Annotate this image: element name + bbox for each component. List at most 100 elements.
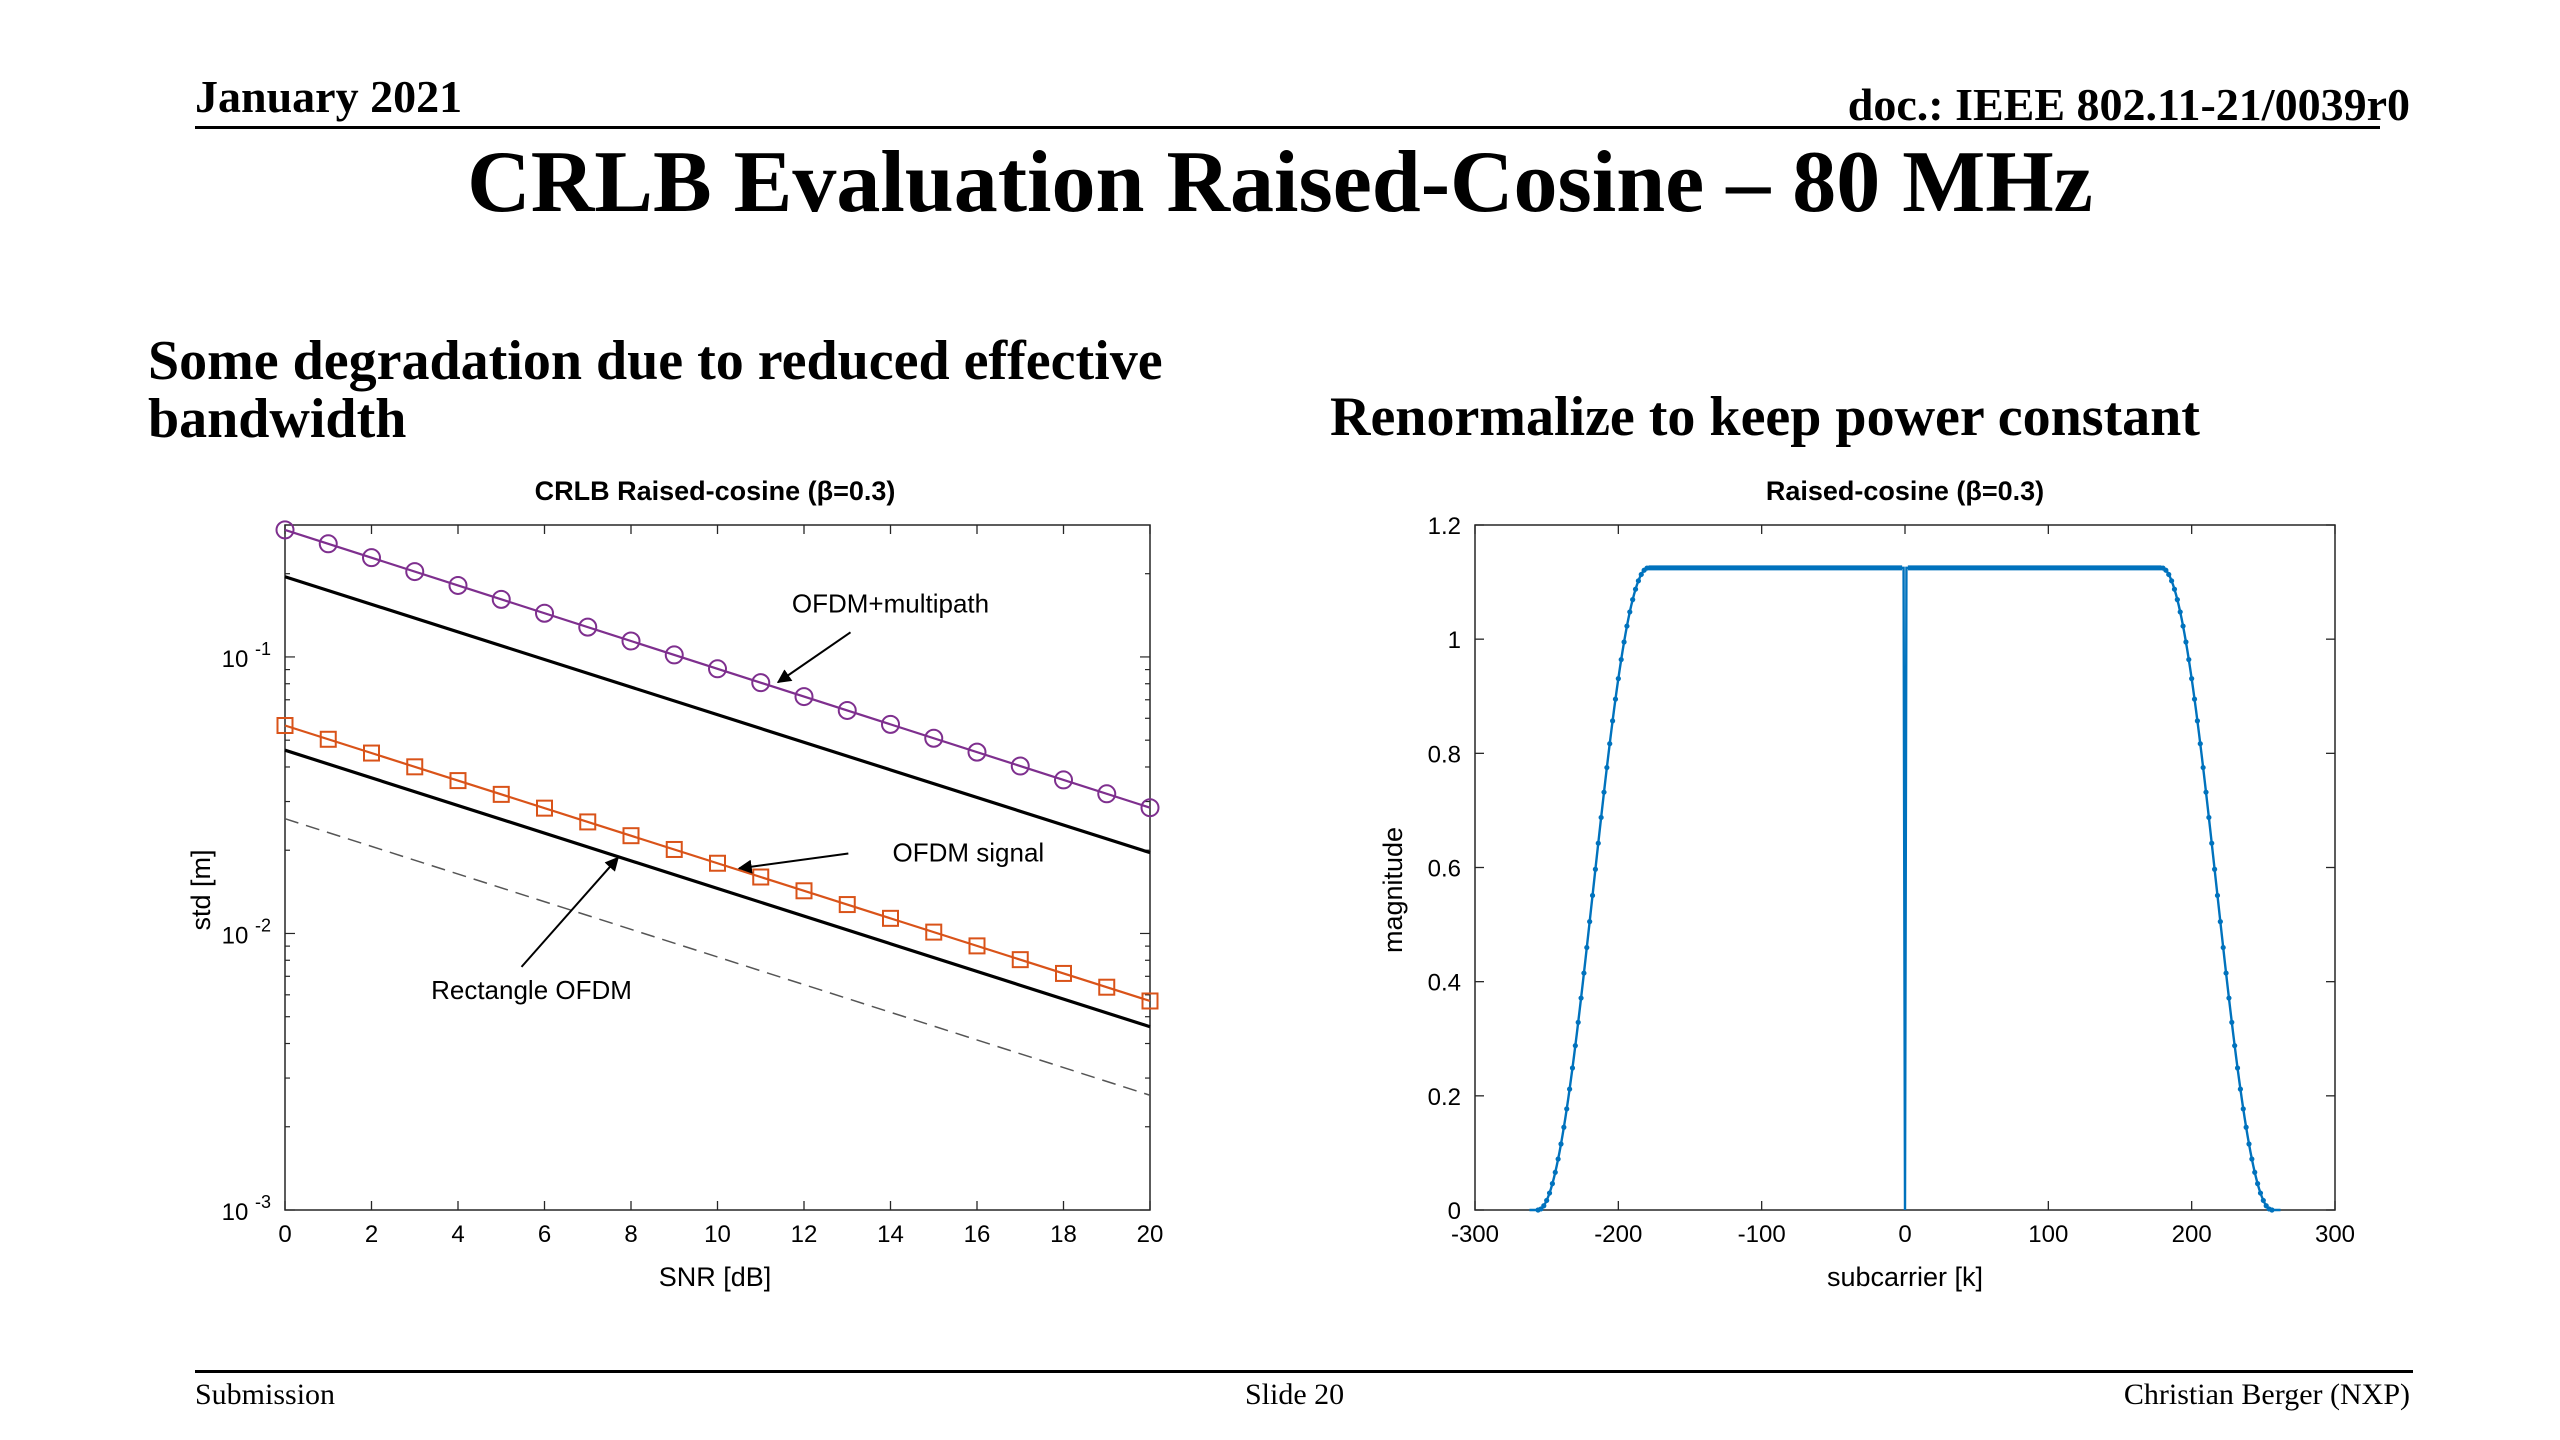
curve-point xyxy=(2203,789,2209,795)
x-tick-label: 6 xyxy=(538,1221,551,1248)
curve-point xyxy=(1612,696,1619,702)
y-tick-label: 0.6 xyxy=(1428,856,1461,883)
y-tick-label: 1 xyxy=(1448,627,1461,654)
x-tick-label: 0 xyxy=(1898,1221,1911,1248)
x-tick-label: 8 xyxy=(624,1221,637,1248)
annotation-arrow xyxy=(520,856,619,968)
data-point xyxy=(1011,951,1029,969)
curve-point xyxy=(1561,1124,1567,1130)
curve-point xyxy=(2212,866,2218,872)
x-tick-label: 200 xyxy=(2172,1221,2212,1248)
curve-point xyxy=(1607,741,1613,747)
data-point xyxy=(276,717,294,735)
data-point xyxy=(709,854,726,872)
slide-title: CRLB Evaluation Raised-Cosine – 80 MHz xyxy=(467,134,2093,231)
header-doc-id: doc.: IEEE 802.11-21/0039r0 xyxy=(1847,79,2410,130)
annotation-arrow xyxy=(737,852,849,874)
curve-point xyxy=(2183,639,2189,645)
curve-point xyxy=(2232,1043,2238,1049)
data-point xyxy=(924,728,944,748)
curve-point xyxy=(1598,814,1604,821)
header-rule xyxy=(195,126,2380,129)
data-point xyxy=(1140,798,1160,818)
curve-point xyxy=(1604,764,1610,771)
data-point xyxy=(708,659,727,679)
crlb-chart: CRLB Raised-cosine (β=0.3) 0 2 4 6 8 10 12 14 16… xyxy=(186,476,1163,1292)
curve-point xyxy=(2220,944,2226,951)
curve-point xyxy=(1564,1106,1570,1112)
x-tick-label: -200 xyxy=(1594,1221,1642,1248)
curve-point xyxy=(2246,1141,2252,1147)
curve-point xyxy=(2226,995,2232,1001)
data-point xyxy=(752,868,770,886)
y-tick-label: 10 xyxy=(222,922,249,949)
curve-point xyxy=(2234,1065,2241,1071)
raised-cosine-chart: Raised-cosine (β=0.3) -300 -200 -100 0 100 20… xyxy=(1380,476,2355,1292)
data-point xyxy=(579,813,597,831)
raised-cosine-chart-title: Raised-cosine (β=0.3) xyxy=(1766,476,2044,506)
curve-point xyxy=(2191,696,2198,702)
curve-point xyxy=(1638,571,1644,578)
curve-point xyxy=(1610,718,1616,724)
annotation-label: OFDM signal xyxy=(892,838,1044,868)
data-point xyxy=(622,827,640,845)
curve-point xyxy=(2180,623,2186,629)
series-line-1 xyxy=(284,528,1151,809)
x-tick-label: 18 xyxy=(1050,1221,1077,1248)
x-tick-label: 16 xyxy=(964,1221,991,1248)
data-point xyxy=(319,730,337,748)
data-point xyxy=(794,687,814,707)
curve-point xyxy=(2209,840,2215,846)
curve-point xyxy=(1632,586,1639,592)
y-tick-label: 0.2 xyxy=(1428,1084,1461,1111)
data-point xyxy=(1097,784,1117,804)
left-subtitle: Some degradation due to reduced effectiv… xyxy=(148,330,1163,450)
raised-cosine-y-label: magnitude xyxy=(1380,827,1408,953)
y-tick-exponent: -3 xyxy=(255,1192,271,1212)
series-line-2 xyxy=(284,575,1151,855)
footer-rule xyxy=(195,1370,2413,1373)
curve-point xyxy=(2243,1124,2249,1130)
curve-point xyxy=(2166,571,2172,578)
data-point xyxy=(1141,992,1159,1010)
curve-point xyxy=(1549,1181,1555,1187)
x-tick-label: 10 xyxy=(704,1221,731,1248)
curve-point xyxy=(2169,578,2175,584)
x-tick-label: 2 xyxy=(365,1221,378,1248)
curve-point xyxy=(1587,919,1593,925)
x-tick-label: 4 xyxy=(451,1221,464,1248)
x-tick-label: 100 xyxy=(2028,1221,2068,1248)
x-tick-label: 300 xyxy=(2315,1221,2355,1248)
curve-point xyxy=(1627,609,1633,615)
curve-point xyxy=(1569,1065,1576,1071)
y-tick-label: 10 xyxy=(222,646,249,673)
data-point xyxy=(275,520,295,540)
x-tick-label: -100 xyxy=(1738,1221,1786,1248)
x-tick-label: 12 xyxy=(791,1221,818,1248)
curve-point xyxy=(2186,656,2192,663)
curve-point xyxy=(1621,639,1627,645)
crlb-y-label: std [m] xyxy=(186,849,216,930)
data-point xyxy=(448,575,468,595)
data-point xyxy=(578,617,598,637)
y-tick-exponent: -2 xyxy=(255,915,271,935)
curve-point xyxy=(1572,1043,1578,1049)
series-line-3 xyxy=(284,724,1151,1003)
curve-point xyxy=(2189,676,2195,682)
curve-point xyxy=(1546,1190,1553,1196)
data-point xyxy=(1055,964,1072,982)
data-point xyxy=(881,714,900,734)
data-point xyxy=(363,744,380,762)
annotation-label: Rectangle OFDM xyxy=(431,975,632,1005)
data-point xyxy=(492,785,510,803)
curve-point xyxy=(2206,814,2212,821)
data-point xyxy=(882,909,899,927)
raised-cosine-x-label: subcarrier [k] xyxy=(1827,1262,1983,1292)
curve-point xyxy=(1624,623,1630,629)
crlb-x-label: SNR [dB] xyxy=(659,1262,772,1292)
y-tick-label: 1.2 xyxy=(1428,513,1461,540)
curve-point xyxy=(2229,1019,2235,1025)
curve-point xyxy=(1541,1203,1547,1209)
data-point xyxy=(837,700,857,720)
data-point xyxy=(968,937,986,955)
